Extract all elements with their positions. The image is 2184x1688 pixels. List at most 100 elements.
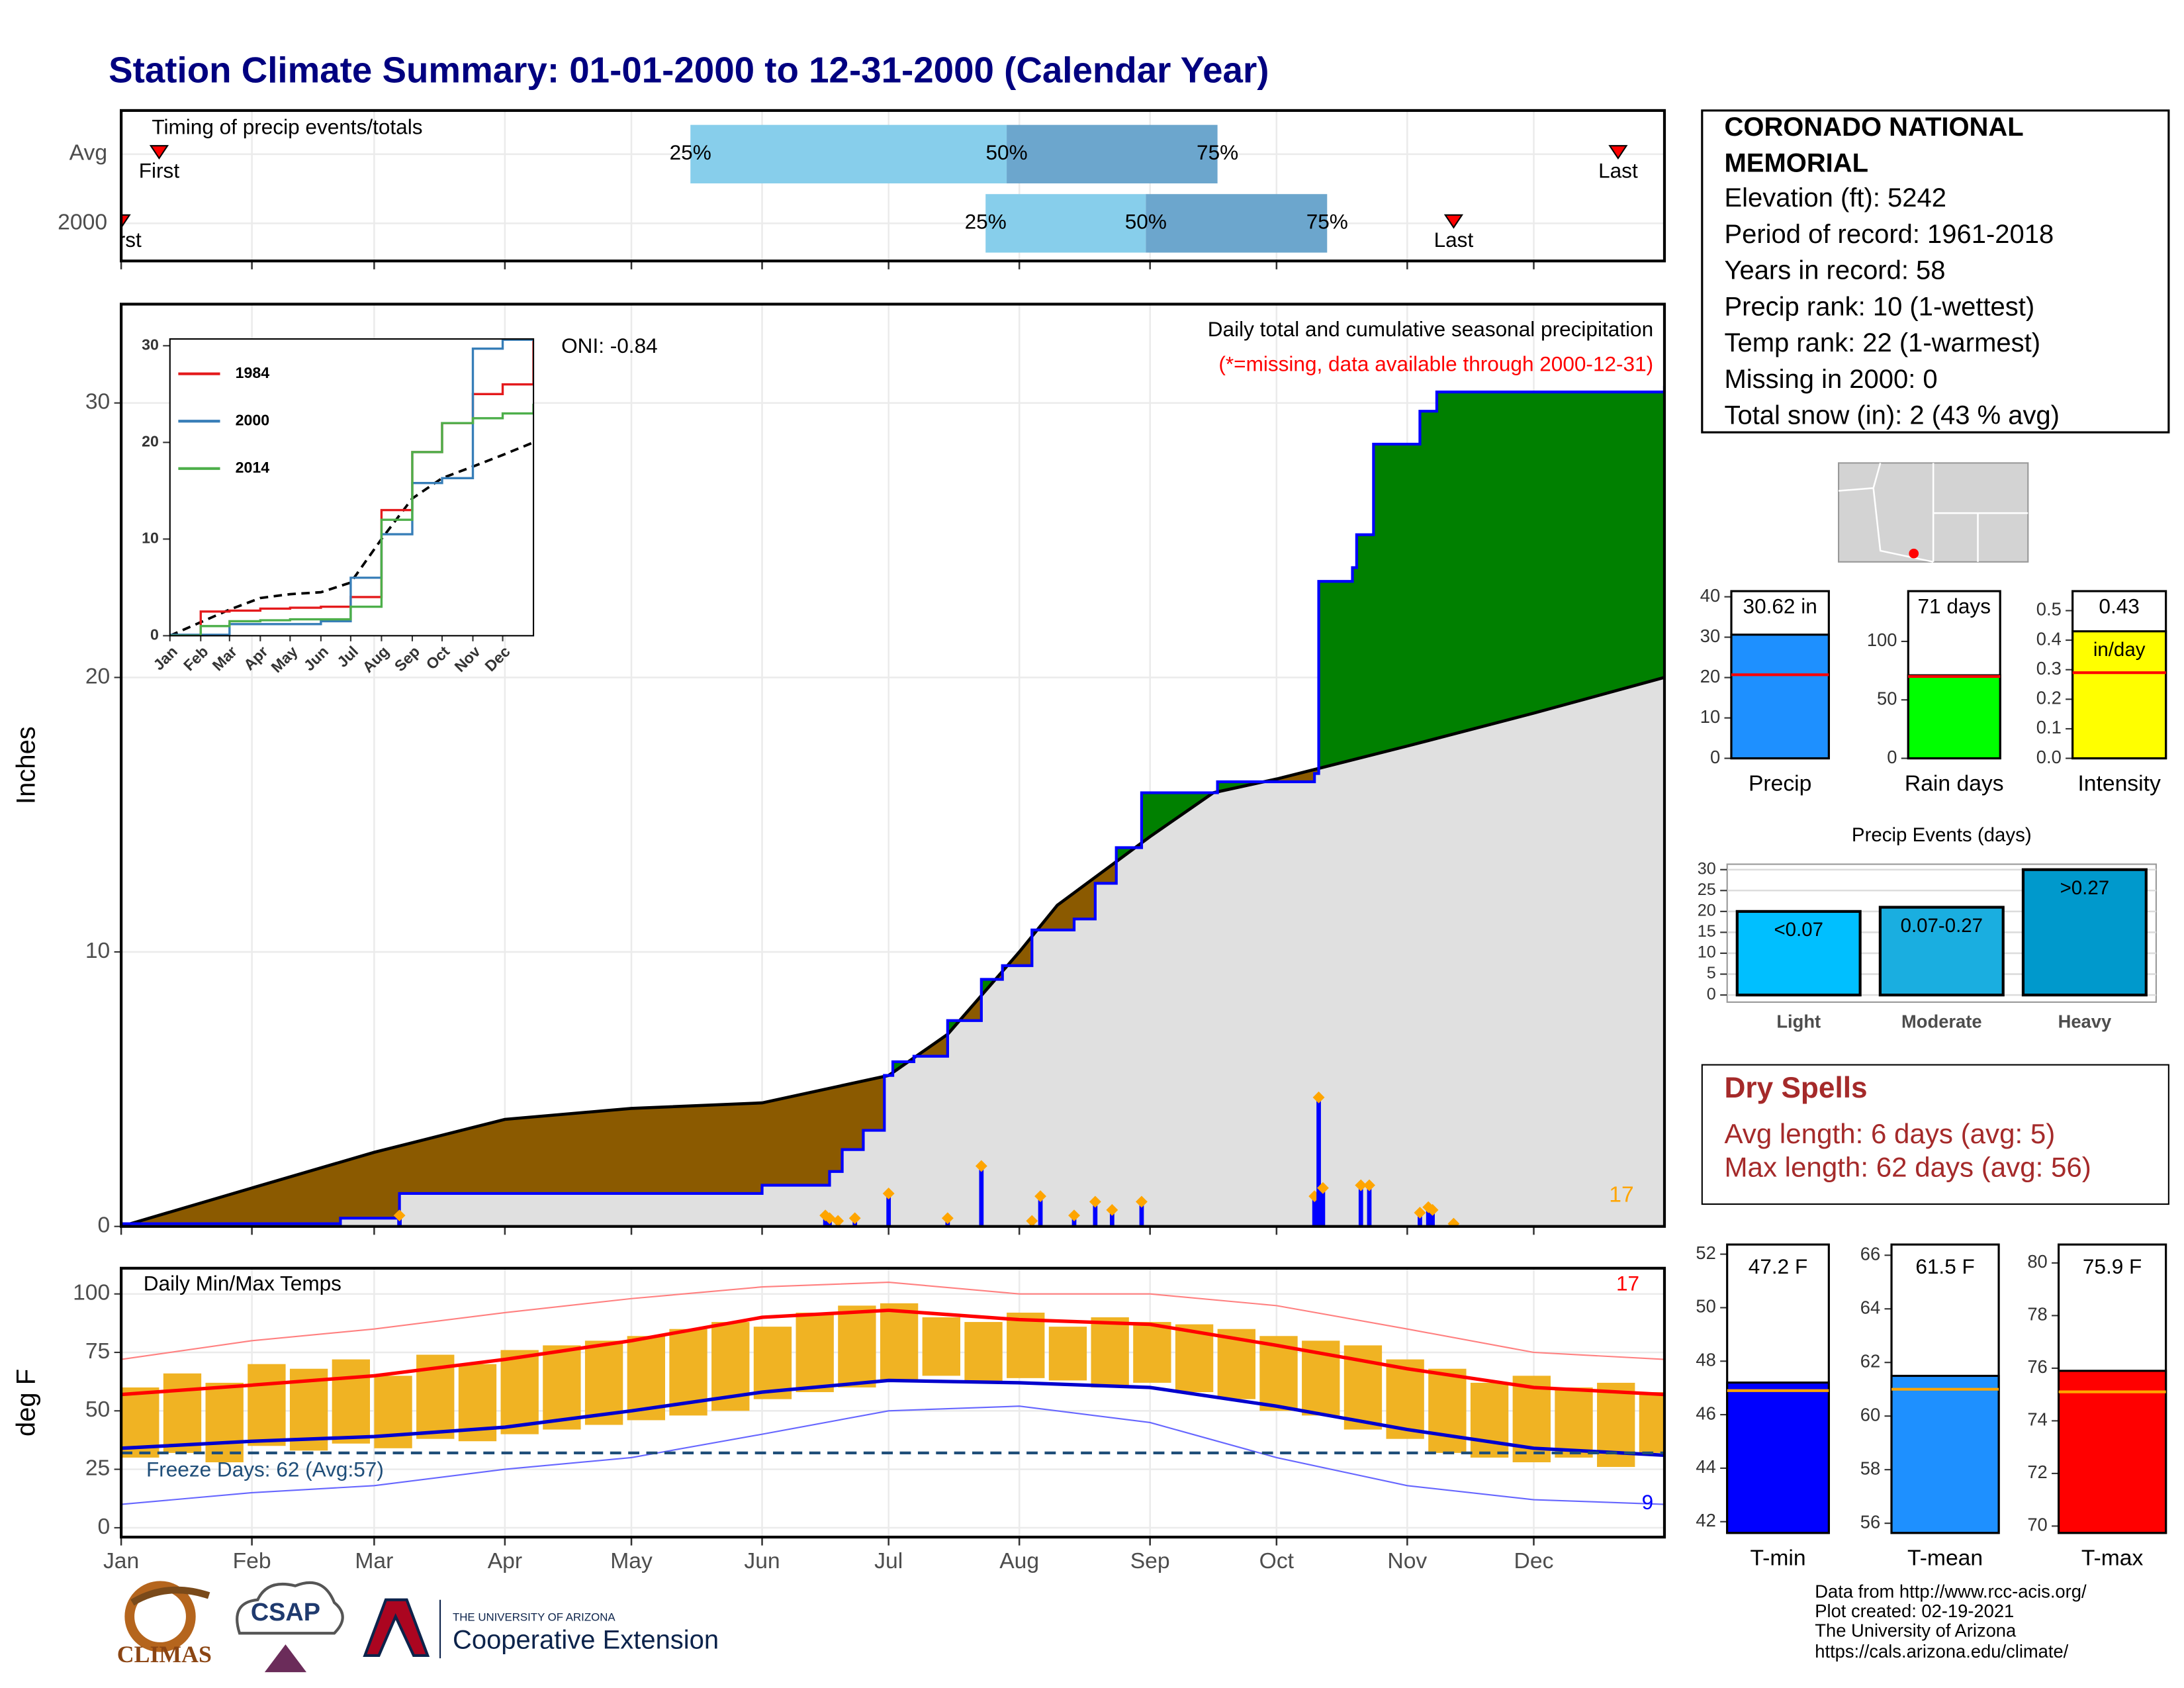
y-tick-label: 64	[1860, 1297, 1880, 1317]
bar	[2071, 630, 2167, 760]
y-tick-label: 20	[1698, 902, 1716, 920]
info-panel: CORONADO NATIONAL MEMORIAL Elevation (ft…	[1701, 109, 2170, 434]
panel-subtitle: (*=missing, data available through 2000-…	[1218, 352, 1653, 375]
daily-marker	[1034, 1190, 1046, 1203]
category-label: T-max	[2081, 1546, 2144, 1571]
info-frame	[1701, 109, 2170, 434]
panel-frame	[169, 338, 535, 637]
daily-marker	[1447, 1217, 1460, 1227]
daily-marker	[848, 1212, 861, 1225]
station-location	[1909, 548, 1919, 559]
y-tick-label: 15	[1698, 922, 1716, 941]
y-tick-label: 0	[98, 1515, 111, 1539]
y-tick-label: 0	[98, 1213, 111, 1238]
daily-marker	[1363, 1179, 1375, 1192]
daily-marker	[882, 1188, 895, 1199]
y-tick-label: 50	[1696, 1296, 1715, 1317]
y-tick-label: 25	[1698, 880, 1716, 899]
y-tick-label: 100	[73, 1281, 110, 1305]
oni-annotation: ONI: -0.84	[561, 334, 658, 357]
daily-bar	[979, 1166, 984, 1227]
panel-frame	[119, 303, 1666, 1228]
temp-range-bar	[248, 1364, 286, 1446]
x-tick-label: Jun	[744, 1549, 780, 1573]
y-tick-label: 25	[85, 1456, 110, 1480]
x-tick-label: Dec	[1514, 1549, 1554, 1573]
daily-bar	[886, 1193, 891, 1227]
dry-spells-frame	[1701, 1064, 2169, 1205]
x-tick-label: Jan	[103, 1549, 139, 1573]
plot-area	[121, 386, 1664, 1227]
value-label: 75.9 F	[2083, 1254, 2142, 1278]
quartile-label: 75%	[1197, 140, 1238, 164]
y-axis-label: Inches	[12, 726, 41, 804]
normal-min-line	[121, 1378, 1664, 1458]
category-label: T-mean	[1907, 1546, 1983, 1571]
logo-text: THE UNIVERSITY OF ARIZONA	[453, 1611, 615, 1624]
y-tick-label: 50	[85, 1397, 110, 1422]
temp-range-bar	[1470, 1382, 1509, 1458]
temp-range-bar	[205, 1382, 244, 1463]
x-tick-label: Aug	[999, 1549, 1039, 1573]
panel-title: Timing of precip events/totals	[152, 115, 422, 139]
bar	[1735, 910, 1862, 997]
y-tick-label: 0.5	[2036, 599, 2062, 620]
daily-bar	[1312, 1196, 1317, 1227]
y-tick-label: 0.2	[2036, 688, 2062, 708]
x-tick-label: Jul	[874, 1549, 903, 1573]
category-label: Moderate	[1901, 1011, 1982, 1032]
count-label: 17	[1609, 1182, 1633, 1207]
daily-bar	[1316, 1097, 1321, 1227]
last-label: Last	[1598, 159, 1638, 183]
daily-marker	[941, 1212, 954, 1225]
ua-logo	[363, 1598, 430, 1658]
category-label: T-min	[1750, 1546, 1805, 1571]
daily-marker	[1312, 1091, 1325, 1103]
normal-line	[121, 676, 1664, 1227]
daily-marker	[1089, 1196, 1101, 1208]
y-tick-label: 48	[1696, 1349, 1715, 1370]
x-tick-label: Feb	[233, 1549, 271, 1573]
daily-bar	[1430, 1209, 1435, 1227]
daily-marker	[1355, 1179, 1367, 1192]
legend-label: 2000	[236, 411, 269, 428]
threshold-label: 0.07-0.27	[1901, 915, 1983, 937]
daily-bar	[1139, 1201, 1144, 1227]
temp-range-bar	[500, 1350, 539, 1434]
y-tick-label: 10	[1698, 943, 1716, 962]
y-tick-label: 52	[1696, 1243, 1715, 1263]
legend-label: 1984	[236, 364, 270, 381]
value-label: 71 days	[1917, 594, 1991, 618]
dry-spells-panel: Dry Spells Avg length: 6 days (avg: 5) M…	[1701, 1064, 2169, 1205]
y-tick-label: 60	[1860, 1404, 1880, 1425]
temp-range-bar	[1007, 1312, 1045, 1378]
y-tick-label: 58	[1860, 1458, 1880, 1478]
csap-logo	[264, 1644, 307, 1673]
temp-range-bar	[1639, 1392, 1664, 1453]
y-tick-label: 75	[85, 1339, 110, 1364]
temp-range-bar	[543, 1345, 581, 1430]
temp-range-bar	[1091, 1317, 1129, 1387]
category-label: Heavy	[2058, 1011, 2112, 1032]
info-line: Elevation (ft): 5242	[1724, 183, 1946, 212]
locator-map	[1838, 462, 2029, 563]
y-tick-label: 5	[1707, 964, 1716, 982]
info-line: Period of record: 1961-2018	[1724, 220, 2054, 249]
y-tick-label: 0.4	[2036, 628, 2062, 649]
daily-bar	[1367, 1185, 1372, 1227]
quartile-bar	[985, 194, 1146, 253]
logo-text: CLIMAS	[117, 1641, 212, 1667]
climas-logo	[130, 1586, 210, 1606]
daily-bar	[1320, 1188, 1326, 1227]
quartile-label: 25%	[965, 210, 1007, 234]
logo-text: CSAP	[251, 1599, 320, 1626]
threshold-label: >0.27	[2060, 877, 2110, 899]
bar	[1907, 674, 2001, 760]
y-tick-label: 66	[1860, 1243, 1880, 1264]
category-label: Light	[1776, 1011, 1821, 1032]
quartile-label: 50%	[1125, 210, 1167, 234]
daily-marker	[1026, 1215, 1038, 1227]
y-tick-label: 0	[1710, 747, 1720, 767]
y-tick-label: 10	[85, 939, 110, 963]
logo-text: Cooperative Extension	[453, 1625, 719, 1654]
